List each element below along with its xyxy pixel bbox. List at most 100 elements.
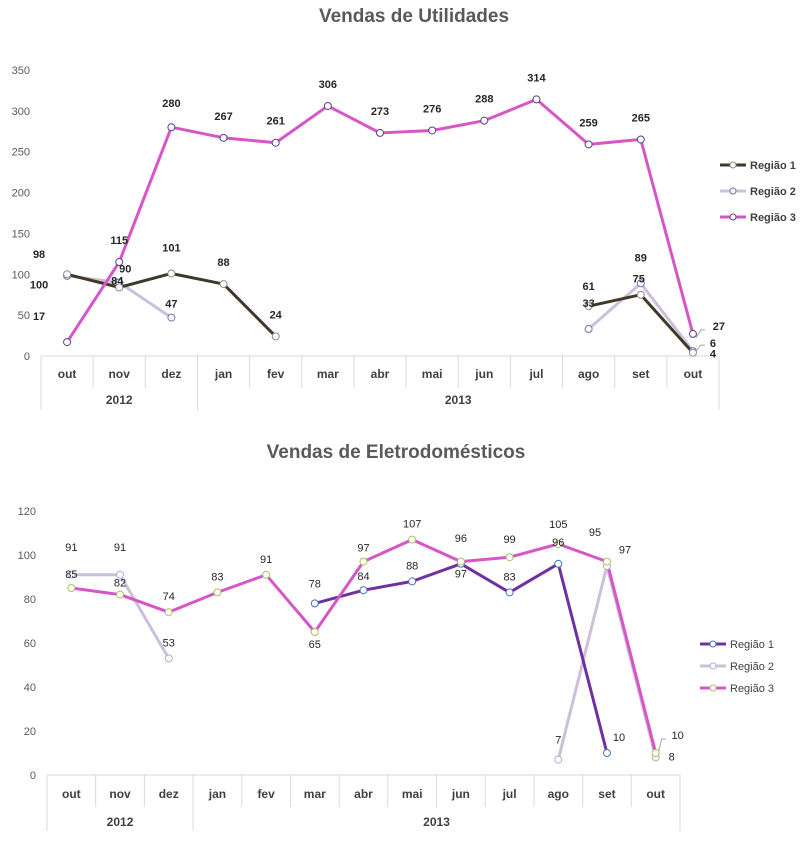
data-point-series-3: [408, 535, 417, 544]
data-point-series-3: [554, 540, 563, 548]
data-label: 74: [163, 591, 175, 603]
x-tick-label: jul: [528, 367, 543, 381]
data-label: 107: [403, 519, 421, 531]
data-label: 280: [162, 98, 180, 110]
data-point-series-2: [67, 570, 76, 579]
data-point-series-3: [688, 329, 697, 338]
data-point-series-2: [167, 313, 176, 322]
data-point-series-1: [359, 586, 368, 595]
x-tick-label: mai: [422, 367, 443, 381]
legend-label: Região 2: [730, 661, 774, 673]
data-label: 27: [713, 321, 725, 333]
data-label: 101: [162, 242, 180, 254]
data-label: 53: [163, 637, 175, 649]
data-label: 84: [357, 571, 369, 583]
x-tick-label: out: [684, 367, 703, 381]
leader-line: [695, 344, 705, 352]
data-label: 276: [423, 103, 441, 115]
data-point-series-1: [688, 348, 697, 357]
data-point-series-3: [584, 140, 593, 149]
leader-line: [658, 738, 666, 752]
legend-swatch-marker: [729, 213, 737, 221]
legend-swatch-marker: [709, 640, 717, 648]
eletrodomesticos-chart: Vendas de Eletrodomésticos 0 20 40 60 80 100 12…: [18, 442, 774, 831]
data-point-series-3: [480, 116, 489, 125]
data-point-series-1: [167, 269, 176, 278]
data-label: 17: [33, 311, 45, 323]
data-point-series-1: [602, 749, 611, 757]
data-label: 91: [65, 542, 77, 554]
data-point-series-3: [456, 557, 465, 566]
x-tick-label: jun: [474, 367, 493, 381]
legend-swatch-marker: [709, 684, 717, 692]
data-label: 88: [406, 560, 418, 572]
data-point-series-2: [164, 654, 173, 663]
data-point-series-3: [651, 749, 660, 757]
data-point-series-3: [271, 138, 280, 147]
y-tick-label: 60: [24, 638, 36, 650]
utilidades-chart: Vendas de Utilidades 0 50 100 150 200 250 300 35…: [12, 6, 796, 410]
x-tick-label: abr: [354, 787, 373, 801]
data-label: 75: [633, 274, 645, 286]
data-point-series-3: [376, 128, 384, 137]
x-tick-label: mar: [304, 787, 326, 801]
y-tick-label: 40: [24, 682, 36, 694]
data-point-series-3: [359, 557, 368, 566]
data-label: 33: [582, 298, 594, 310]
data-label: 4: [710, 349, 717, 361]
data-point-series-3: [67, 584, 76, 592]
x-tick-label: nov: [109, 367, 131, 381]
data-label: 7: [555, 735, 561, 747]
x-tick-label: mar: [317, 367, 339, 381]
data-label: 82: [114, 578, 126, 590]
data-label: 259: [579, 117, 597, 129]
data-label: 100: [30, 279, 48, 291]
data-point-series-1: [636, 290, 645, 299]
x-tick-label: out: [62, 787, 81, 801]
x-tick-label: out: [58, 367, 77, 381]
data-label: 306: [319, 79, 337, 91]
x-tick-label: abr: [371, 367, 390, 381]
data-label: 91: [114, 542, 126, 554]
legend-label: Região 2: [750, 186, 796, 198]
data-point-series-2: [554, 755, 563, 764]
data-point-series-1: [584, 302, 593, 311]
y-tick-label: 0: [30, 770, 36, 782]
data-point-series-1: [310, 599, 319, 608]
data-label: 85: [65, 569, 77, 581]
x-tick-label: fev: [257, 787, 275, 801]
data-label: 24: [270, 309, 283, 321]
data-point-series-3: [219, 133, 228, 142]
data-label: 8: [669, 751, 675, 763]
data-label: 97: [619, 545, 631, 557]
y-tick-label: 150: [12, 228, 30, 240]
data-point-series-1: [219, 280, 228, 289]
data-point-series-3: [115, 258, 124, 267]
x-tick-label: jan: [208, 787, 226, 801]
x-tick-label: jun: [451, 787, 470, 801]
data-label: 99: [503, 534, 515, 546]
x-tick-label: mai: [402, 787, 423, 801]
data-label: 65: [309, 639, 321, 651]
data-label: 95: [589, 527, 601, 539]
y-tick-label: 100: [18, 550, 36, 562]
year-group-label: 2012: [107, 815, 134, 829]
data-label: 91: [260, 554, 272, 566]
data-label: 105: [549, 519, 567, 531]
legend-label: Região 1: [750, 160, 796, 172]
series-line-1: [588, 293, 695, 354]
x-tick-label: set: [632, 367, 649, 381]
data-label: 88: [217, 257, 229, 269]
data-point-series-3: [505, 553, 514, 562]
x-tick-label: ago: [578, 367, 599, 381]
data-label: 10: [672, 730, 684, 742]
data-point-series-2: [584, 325, 593, 334]
data-label: 6: [710, 338, 716, 350]
series-line-2: [556, 564, 658, 760]
data-label: 97: [357, 543, 369, 555]
x-tick-label: set: [598, 787, 615, 801]
y-tick-label: 0: [24, 351, 30, 363]
data-point-series-3: [602, 557, 611, 566]
data-point-series-3: [213, 588, 222, 597]
